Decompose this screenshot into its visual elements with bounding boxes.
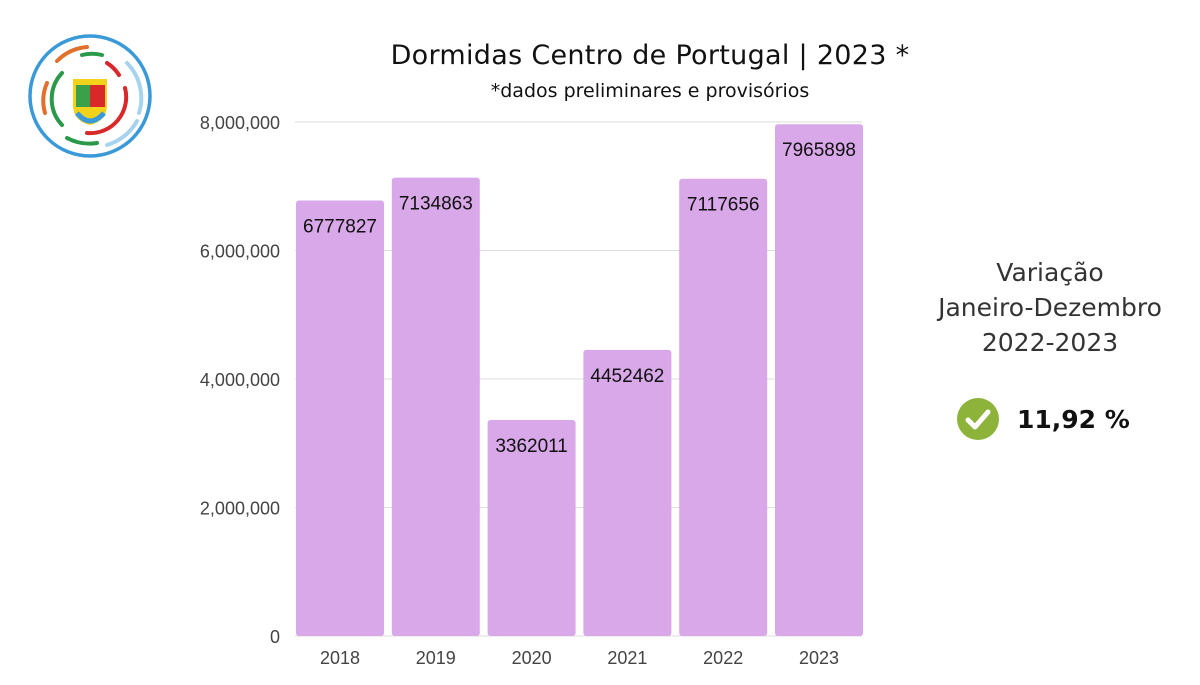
- data-label: 4452462: [590, 366, 664, 387]
- data-label: 3362011: [495, 436, 568, 457]
- variation-line: 2022-2023: [981, 328, 1119, 357]
- variation-value: 11,92 %: [1017, 404, 1130, 434]
- chart-subtitle: *dados preliminares e provisórios: [490, 80, 810, 102]
- bar: [775, 124, 863, 637]
- y-tick-label: 0: [270, 627, 280, 647]
- data-label: 7117656: [687, 195, 760, 216]
- variation-line: Janeiro-Dezembro: [938, 293, 1162, 322]
- bar: [296, 200, 384, 637]
- x-tick-label: 2021: [607, 648, 647, 668]
- x-tick-label: 2023: [799, 648, 839, 668]
- bar: [679, 178, 768, 636]
- y-tick-label: 6,000,000: [200, 242, 280, 262]
- x-tick-label: 2020: [512, 648, 552, 668]
- y-tick-label: 8,000,000: [200, 113, 280, 133]
- bar-chart: 0 2,000,000 4,000,000 6,000,000 8,000,000 677…: [200, 113, 863, 668]
- x-tick-label: 2019: [416, 648, 456, 668]
- bar: [487, 419, 576, 636]
- chart-title: Dormidas Centro de Portugal | 2023 *: [390, 40, 910, 71]
- variation-line: Variação: [996, 258, 1104, 287]
- data-label: 6777827: [303, 217, 377, 238]
- data-label: 7134863: [399, 194, 473, 215]
- data-label: 7965898: [782, 140, 856, 161]
- x-tick-label: 2018: [320, 648, 360, 668]
- logo: [28, 34, 152, 158]
- bar: [391, 177, 480, 636]
- y-tick-label: 2,000,000: [200, 499, 280, 519]
- y-tick-label: 4,000,000: [200, 370, 280, 390]
- bar: [583, 349, 672, 636]
- x-tick-label: 2022: [703, 648, 743, 668]
- variation-panel: Variação Janeiro-Dezembro 2022-2023: [920, 255, 1180, 360]
- check-circle-icon: [957, 398, 999, 440]
- variation-value-row: 11,92 %: [957, 398, 1130, 440]
